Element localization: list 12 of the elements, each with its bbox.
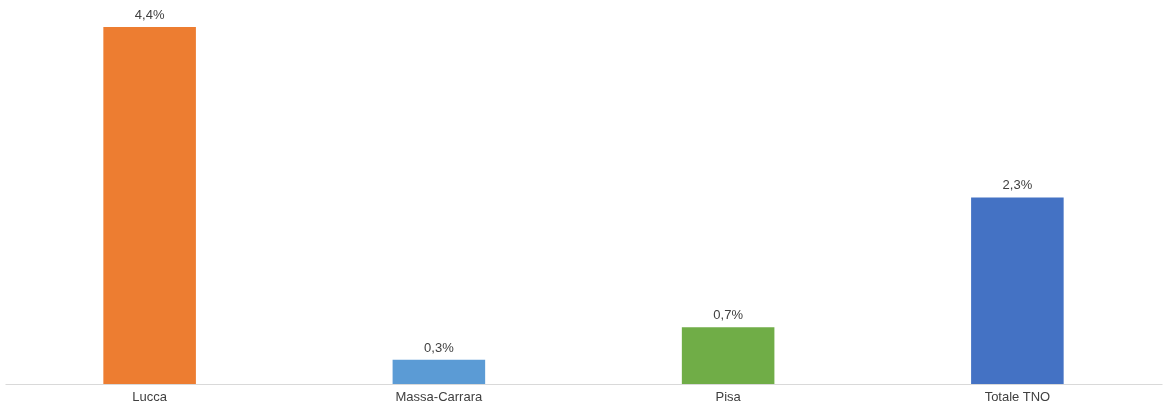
bar <box>392 359 486 384</box>
x-tick-label: Lucca <box>132 388 168 404</box>
data-label: 0,7% <box>713 307 744 323</box>
data-label: 0,3% <box>424 339 455 355</box>
bar <box>971 197 1064 384</box>
x-tick-label: Massa-Carrara <box>395 388 483 404</box>
data-label: 2,3% <box>1002 177 1033 193</box>
bar <box>103 27 196 384</box>
x-tick-label: Pisa <box>715 388 742 404</box>
bar <box>681 327 775 384</box>
x-tick-label: Totale TNO <box>984 388 1051 404</box>
data-label: 4,4% <box>134 7 165 23</box>
